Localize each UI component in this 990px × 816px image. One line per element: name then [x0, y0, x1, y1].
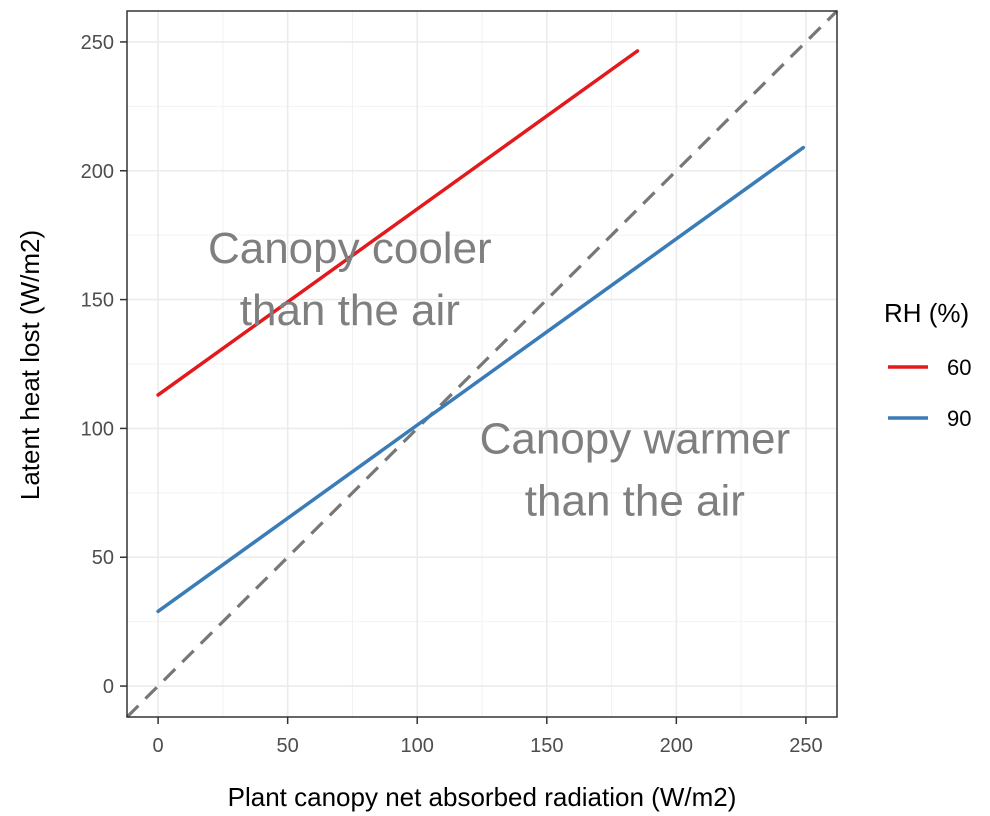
plot-border	[126, 10, 838, 718]
y-axis-ticks: 0 50 100 150 200 250	[81, 32, 127, 698]
grid	[127, 11, 837, 717]
y-tick-label: 200	[81, 161, 114, 183]
series-line-90	[156, 145, 806, 614]
annotation-group: Canopy cooler than the air Canopy warmer th…	[208, 224, 790, 526]
x-tick-label: 50	[277, 735, 299, 757]
annotation-text: than the air	[525, 477, 745, 526]
x-tick-label: 200	[660, 735, 693, 757]
annotation-text: Canopy warmer	[480, 415, 791, 464]
reference-line	[125, 9, 839, 719]
annotation-text: Canopy cooler	[208, 224, 492, 273]
y-tick-label: 250	[81, 32, 114, 54]
legend-label-60: 60	[947, 355, 971, 380]
x-tick-label: 100	[401, 735, 434, 757]
y-axis-title: Latent heat lost (W/m2)	[15, 230, 45, 500]
x-tick-label: 250	[789, 735, 822, 757]
x-axis-ticks: 0 50 100 150 200 250	[153, 717, 823, 757]
legend: RH (%) 60 90	[884, 298, 971, 431]
legend-items: 60 90	[888, 355, 971, 431]
x-tick-label: 150	[530, 735, 563, 757]
x-axis-title: Plant canopy net absorbed radiation (W/m…	[228, 782, 737, 812]
y-tick-label: 0	[103, 676, 114, 698]
legend-label-90: 90	[947, 406, 971, 431]
x-tick-label: 0	[153, 735, 164, 757]
y-tick-label: 150	[81, 290, 114, 312]
series-line-60	[156, 49, 640, 397]
y-tick-label: 100	[81, 418, 114, 440]
plot-panel: Canopy cooler than the air Canopy warmer th…	[125, 9, 839, 719]
legend-title: RH (%)	[884, 298, 969, 328]
y-tick-label: 50	[92, 547, 114, 569]
annotation-text: than the air	[240, 286, 460, 335]
series-group	[156, 49, 806, 614]
reference-line-group	[125, 9, 839, 719]
